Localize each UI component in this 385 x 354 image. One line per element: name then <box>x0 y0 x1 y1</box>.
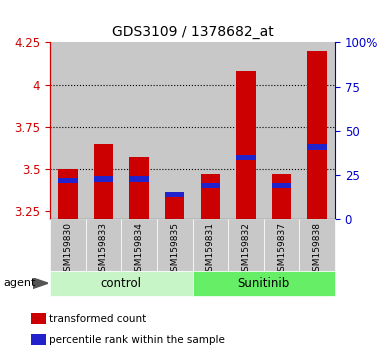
FancyBboxPatch shape <box>157 219 192 271</box>
Bar <box>307 51 327 219</box>
FancyBboxPatch shape <box>192 271 335 296</box>
Bar <box>129 177 149 182</box>
Bar <box>94 177 113 182</box>
Text: GSM159831: GSM159831 <box>206 222 215 277</box>
Bar <box>264 42 300 219</box>
Bar <box>236 71 256 219</box>
FancyBboxPatch shape <box>121 219 157 271</box>
Polygon shape <box>33 278 48 289</box>
FancyBboxPatch shape <box>300 219 335 271</box>
Bar <box>94 144 113 219</box>
Title: GDS3109 / 1378682_at: GDS3109 / 1378682_at <box>112 25 273 39</box>
Bar <box>58 169 78 219</box>
Bar <box>228 42 264 219</box>
Text: GSM159837: GSM159837 <box>277 222 286 277</box>
Bar <box>307 144 327 149</box>
Bar <box>58 178 78 183</box>
Bar <box>165 192 184 197</box>
Text: GSM159835: GSM159835 <box>170 222 179 277</box>
Bar <box>31 313 46 324</box>
Bar <box>272 174 291 219</box>
Text: GSM159830: GSM159830 <box>64 222 72 277</box>
FancyBboxPatch shape <box>50 219 85 271</box>
Bar <box>272 183 291 188</box>
Text: control: control <box>101 277 142 290</box>
Text: GSM159834: GSM159834 <box>135 222 144 277</box>
Text: transformed count: transformed count <box>49 314 147 324</box>
FancyBboxPatch shape <box>192 219 228 271</box>
FancyBboxPatch shape <box>228 219 264 271</box>
FancyBboxPatch shape <box>264 219 300 271</box>
Bar <box>50 42 85 219</box>
Bar <box>201 183 220 188</box>
Text: GSM159832: GSM159832 <box>241 222 250 277</box>
Bar <box>85 42 121 219</box>
FancyBboxPatch shape <box>50 271 192 296</box>
Text: percentile rank within the sample: percentile rank within the sample <box>49 335 225 345</box>
Bar <box>165 194 184 219</box>
Text: GSM159833: GSM159833 <box>99 222 108 277</box>
FancyBboxPatch shape <box>85 219 121 271</box>
Text: agent: agent <box>4 278 36 288</box>
Bar <box>201 174 220 219</box>
Bar <box>300 42 335 219</box>
Text: Sunitinib: Sunitinib <box>238 277 290 290</box>
Text: GSM159838: GSM159838 <box>313 222 321 277</box>
Bar <box>121 42 157 219</box>
Bar <box>31 334 46 345</box>
Bar <box>157 42 192 219</box>
Bar <box>192 42 228 219</box>
Bar <box>236 155 256 160</box>
Bar <box>129 157 149 219</box>
